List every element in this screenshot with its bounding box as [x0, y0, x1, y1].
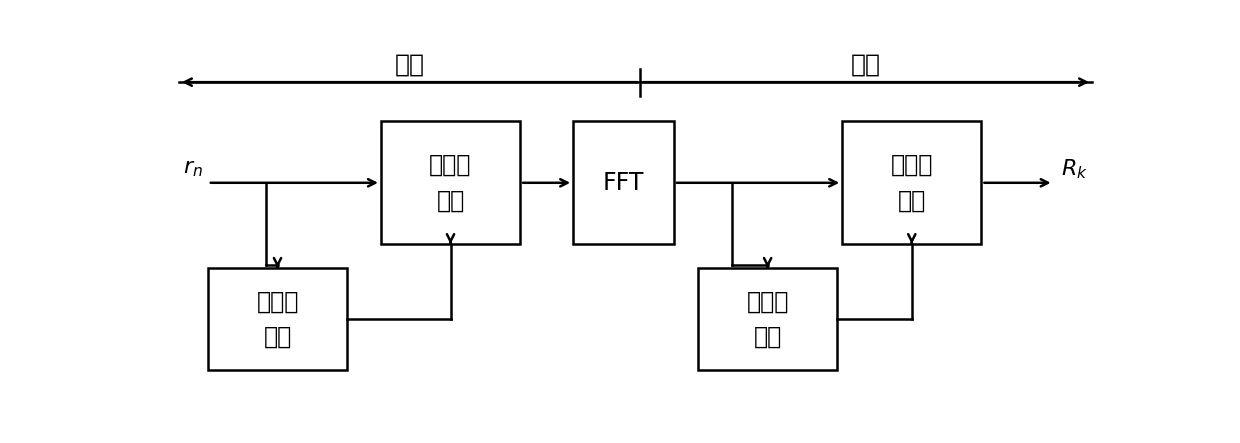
Text: $r_n$: $r_n$ [184, 159, 203, 179]
Bar [208, 268, 347, 370]
Text: FFT: FFT [603, 171, 645, 195]
Text: $R_k$: $R_k$ [1061, 157, 1089, 181]
Bar [698, 268, 837, 370]
Text: 细频偏
纠正: 细频偏 纠正 [429, 153, 471, 213]
Bar [842, 121, 982, 244]
Text: 频域: 频域 [851, 53, 882, 77]
Bar [573, 121, 675, 244]
Text: 粗频偏
估计: 粗频偏 估计 [746, 290, 789, 349]
Text: 粗频偏
纠正: 粗频偏 纠正 [890, 153, 932, 213]
Text: 时域: 时域 [394, 53, 424, 77]
Text: 细频偏
估计: 细频偏 估计 [257, 290, 299, 349]
Bar [381, 121, 521, 244]
